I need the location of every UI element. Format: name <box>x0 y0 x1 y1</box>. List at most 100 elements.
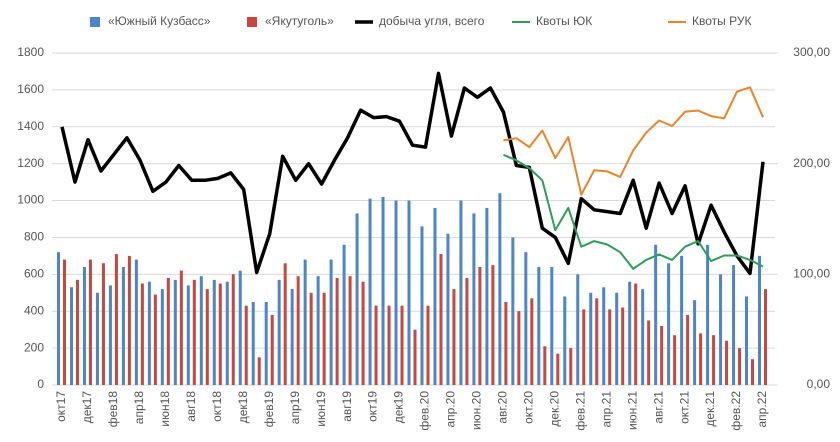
bar <box>686 314 690 385</box>
bar <box>270 314 274 385</box>
bar <box>121 266 125 385</box>
bar <box>212 279 216 385</box>
bar <box>556 353 560 385</box>
bar <box>654 244 658 385</box>
x-tick-label: дек.21 <box>703 391 717 427</box>
bar <box>290 289 294 385</box>
bar <box>582 309 586 385</box>
bar <box>595 298 599 385</box>
bar <box>459 200 463 385</box>
x-tick-label: дек18 <box>236 391 250 424</box>
bar <box>732 265 736 385</box>
x-tick-label: фев.21 <box>573 391 587 431</box>
legend-swatch <box>247 17 257 27</box>
x-tick-label: июн.20 <box>470 391 484 430</box>
x-tick-label: июн18 <box>158 391 172 427</box>
bar <box>673 335 677 385</box>
bar <box>465 278 469 385</box>
bar <box>576 274 580 385</box>
bar <box>238 270 242 385</box>
legend-label: «Южный Кузбасс» <box>108 14 211 28</box>
x-tick-label: окт18 <box>210 391 224 422</box>
bar <box>277 279 281 385</box>
x-tick-label: июн19 <box>314 391 328 427</box>
y-tick-label: 1000 <box>17 193 44 207</box>
bar <box>264 302 268 385</box>
x-tick-label: окт17 <box>54 391 68 422</box>
x-tick-label: апр19 <box>288 391 302 425</box>
legend-label: «Якутуголь» <box>265 14 334 28</box>
bar <box>719 274 723 385</box>
y2-tick-label: 200,00 <box>793 156 830 170</box>
bar <box>452 289 456 385</box>
x-tick-label: окт.20 <box>522 391 536 424</box>
bar <box>472 213 476 385</box>
bar <box>199 276 203 385</box>
bar <box>322 292 326 385</box>
bar <box>381 196 385 385</box>
bar <box>186 285 190 385</box>
bar <box>439 254 443 385</box>
bar <box>394 200 398 385</box>
bar <box>407 200 411 385</box>
bar <box>88 259 92 385</box>
x-tick-label: дек19 <box>392 391 406 424</box>
bar <box>563 296 567 385</box>
bar <box>75 279 79 385</box>
x-tick-label: фев18 <box>106 391 120 428</box>
bar <box>374 305 378 385</box>
y-tick-label: 600 <box>24 267 44 281</box>
bar <box>329 259 333 385</box>
bar <box>634 283 638 385</box>
x-tick-label: фев.22 <box>729 391 743 431</box>
bar <box>147 281 151 385</box>
y2-tick-label: 0,00 <box>807 377 831 391</box>
bar <box>446 233 450 385</box>
bar <box>342 244 346 385</box>
bar <box>335 278 339 385</box>
bar <box>244 305 248 385</box>
bar <box>498 193 502 385</box>
bar <box>641 289 645 385</box>
bar <box>693 300 697 385</box>
bar <box>160 289 164 385</box>
bar <box>543 346 547 385</box>
bar <box>361 281 365 385</box>
bar <box>621 307 625 385</box>
bar <box>511 237 515 385</box>
x-tick-label: авг.21 <box>651 391 665 424</box>
bar <box>628 281 632 385</box>
bar <box>712 335 716 385</box>
bar <box>205 289 209 385</box>
x-tick-label: авг.20 <box>496 391 510 424</box>
bar <box>140 283 144 385</box>
bar <box>426 305 430 385</box>
bar <box>420 226 424 385</box>
bar <box>303 259 307 385</box>
y-tick-label: 1800 <box>17 45 44 59</box>
bar <box>680 255 684 385</box>
x-tick-label: апр18 <box>132 391 146 425</box>
y-tick-label: 400 <box>24 303 44 317</box>
bar <box>491 265 495 385</box>
x-tick-label: окт.21 <box>677 391 691 424</box>
bar <box>589 292 593 385</box>
bar <box>504 302 508 385</box>
bar <box>699 333 703 385</box>
x-tick-label: июн.21 <box>625 391 639 430</box>
bar <box>192 279 196 385</box>
x-tick-label: дек17 <box>80 391 94 424</box>
bar <box>569 348 573 385</box>
bar <box>348 276 352 385</box>
y2-tick-label: 100,00 <box>793 267 830 281</box>
y-tick-label: 1600 <box>17 82 44 96</box>
legend-label: Квоты ЮК <box>536 14 592 28</box>
bar <box>745 296 749 385</box>
bar <box>251 302 255 385</box>
bar <box>478 266 482 385</box>
line-series <box>503 153 764 270</box>
y-tick-label: 1200 <box>17 156 44 170</box>
x-tick-label: апр.21 <box>599 391 613 428</box>
bar <box>400 305 404 385</box>
bar <box>738 348 742 385</box>
